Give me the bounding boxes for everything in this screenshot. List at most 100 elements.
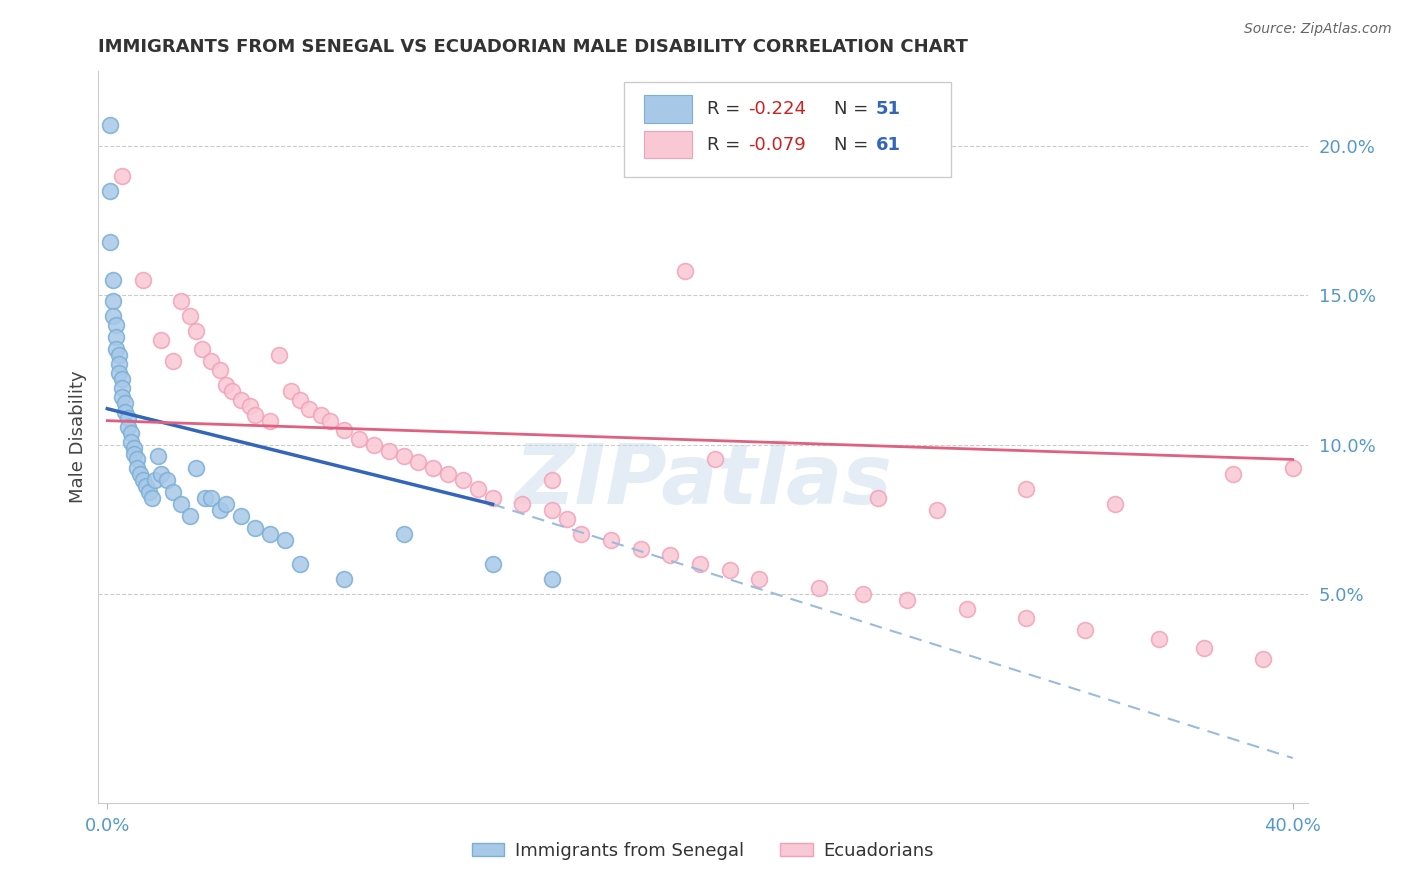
Point [408, 455, 430, 469]
Point [481, 557, 503, 571]
Point [347, 432, 370, 446]
Point [162, 485, 184, 500]
Point [111, 169, 134, 183]
Point [111, 390, 134, 404]
Point [280, 384, 302, 398]
Point [807, 581, 830, 595]
Point [481, 491, 503, 506]
Point [221, 384, 243, 398]
Point [129, 467, 152, 482]
Point [117, 410, 139, 425]
Text: N =: N = [834, 101, 873, 119]
Point [149, 467, 172, 482]
Point [170, 497, 193, 511]
Point [1281, 461, 1303, 475]
Point [162, 354, 184, 368]
Point [467, 483, 489, 497]
Point [229, 392, 252, 407]
Point [132, 273, 155, 287]
Point [215, 377, 238, 392]
Text: R =: R = [707, 101, 745, 119]
Point [363, 437, 385, 451]
Point [259, 527, 281, 541]
Text: 51: 51 [876, 101, 901, 119]
Point [125, 452, 148, 467]
Point [143, 474, 166, 488]
Point [122, 441, 145, 455]
Point [378, 443, 401, 458]
Point [510, 497, 533, 511]
Point [318, 414, 340, 428]
Text: N =: N = [834, 136, 873, 153]
Point [451, 474, 474, 488]
Point [117, 419, 139, 434]
Point [540, 503, 562, 517]
Point [103, 294, 125, 309]
Point [269, 348, 291, 362]
Point [1074, 623, 1097, 637]
Point [866, 491, 889, 506]
Text: -0.224: -0.224 [748, 101, 806, 119]
Point [571, 527, 593, 541]
FancyBboxPatch shape [624, 82, 950, 178]
Point [141, 491, 163, 506]
Point [748, 572, 770, 586]
Point [956, 601, 979, 615]
Point [179, 509, 201, 524]
Point [896, 592, 918, 607]
Point [852, 587, 875, 601]
Point [689, 557, 711, 571]
Point [540, 572, 562, 586]
Point [125, 461, 148, 475]
Point [208, 503, 231, 517]
Legend: Immigrants from Senegal, Ecuadorians: Immigrants from Senegal, Ecuadorians [464, 835, 942, 867]
Point [673, 264, 696, 278]
Point [105, 330, 128, 344]
Point [437, 467, 460, 482]
Text: ZIPatlas: ZIPatlas [515, 441, 891, 522]
Point [1104, 497, 1126, 511]
Point [105, 318, 128, 332]
Point [149, 333, 172, 347]
Point [927, 503, 949, 517]
Point [208, 363, 231, 377]
Point [1015, 483, 1038, 497]
Text: 61: 61 [876, 136, 901, 153]
Point [245, 521, 267, 535]
Point [155, 474, 177, 488]
Point [600, 533, 623, 547]
Point [718, 563, 741, 577]
Text: Source: ZipAtlas.com: Source: ZipAtlas.com [1244, 22, 1392, 37]
Point [215, 497, 238, 511]
Point [108, 348, 131, 362]
Text: IMMIGRANTS FROM SENEGAL VS ECUADORIAN MALE DISABILITY CORRELATION CHART: IMMIGRANTS FROM SENEGAL VS ECUADORIAN MA… [98, 38, 969, 56]
Text: -0.079: -0.079 [748, 136, 806, 153]
Point [200, 354, 222, 368]
Point [200, 491, 222, 506]
Point [114, 405, 136, 419]
FancyBboxPatch shape [644, 130, 692, 159]
Point [392, 450, 415, 464]
Point [298, 401, 321, 416]
Point [1015, 610, 1038, 624]
Point [111, 372, 134, 386]
Point [229, 509, 252, 524]
Point [333, 423, 356, 437]
Point [103, 309, 125, 323]
Point [630, 542, 652, 557]
Point [186, 461, 208, 475]
Point [108, 366, 131, 380]
Point [179, 309, 201, 323]
Point [186, 324, 208, 338]
Point [333, 572, 356, 586]
Point [170, 294, 193, 309]
Point [540, 474, 562, 488]
Point [114, 396, 136, 410]
Point [422, 461, 444, 475]
Point [555, 512, 578, 526]
Point [309, 408, 332, 422]
Point [120, 434, 142, 449]
Point [1251, 652, 1274, 666]
Point [105, 342, 128, 356]
Point [98, 235, 121, 249]
